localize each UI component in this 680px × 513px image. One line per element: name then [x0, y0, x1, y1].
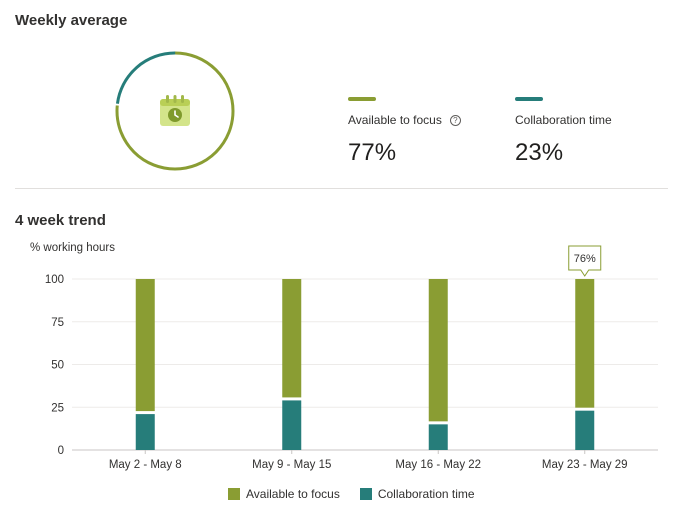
collab-stat-value: 23%: [515, 139, 564, 166]
y-tick-label: 100: [45, 274, 64, 286]
x-tick-label: May 16 - May 22: [395, 459, 481, 471]
calendar-clock-icon: [160, 95, 190, 126]
section-divider: [15, 188, 668, 189]
tooltip-box: [568, 245, 602, 277]
bar-focus: [428, 279, 448, 422]
focus-stat-value: 77%: [348, 139, 397, 166]
weekly-average-title: Weekly average: [15, 12, 128, 29]
y-tick-label: 50: [51, 360, 64, 372]
stat-collaboration-time: Collaboration time 23%: [515, 97, 612, 167]
bar-focus: [575, 279, 595, 408]
x-tick-label: May 9 - May 15: [252, 459, 331, 471]
donut-collab-arc: [115, 51, 235, 171]
stat-available-to-focus: Available to focus ? 77%: [348, 97, 461, 167]
focus-stat-label: Available to focus: [348, 113, 442, 127]
x-tick-label: May 23 - May 29: [542, 459, 628, 471]
bar-collab: [282, 400, 302, 450]
bar-focus: [282, 279, 302, 398]
tooltip-label: 76%: [574, 253, 596, 265]
collab-stat-label: Collaboration time: [515, 113, 612, 127]
weekly-donut-chart: [114, 50, 236, 172]
legend-label-focus: Available to focus: [246, 487, 340, 501]
help-icon[interactable]: ?: [449, 114, 461, 126]
bar-collab: [135, 414, 155, 450]
y-axis-label: % working hours: [30, 242, 116, 254]
bar-collab: [428, 424, 448, 450]
bar-focus: [135, 279, 155, 412]
chart-legend: Available to focus Collaboration time: [228, 487, 475, 501]
donut-svg: [115, 51, 235, 171]
collab-color-line: [515, 97, 543, 101]
legend-item-collab[interactable]: Collaboration time: [359, 487, 475, 501]
legend-label-collab: Collaboration time: [377, 487, 475, 501]
focus-color-line: [348, 97, 376, 101]
x-tick-label: May 2 - May 8: [109, 459, 182, 471]
legend-item-focus[interactable]: Available to focus: [228, 487, 340, 501]
y-tick-label: 25: [51, 402, 64, 414]
legend-swatch-collab: [359, 488, 372, 500]
y-tick-label: 0: [58, 445, 64, 457]
y-tick-label: 75: [51, 317, 64, 329]
trend-title: 4 week trend: [15, 212, 106, 229]
legend-swatch-focus: [228, 488, 240, 500]
bar-collab: [575, 410, 595, 450]
